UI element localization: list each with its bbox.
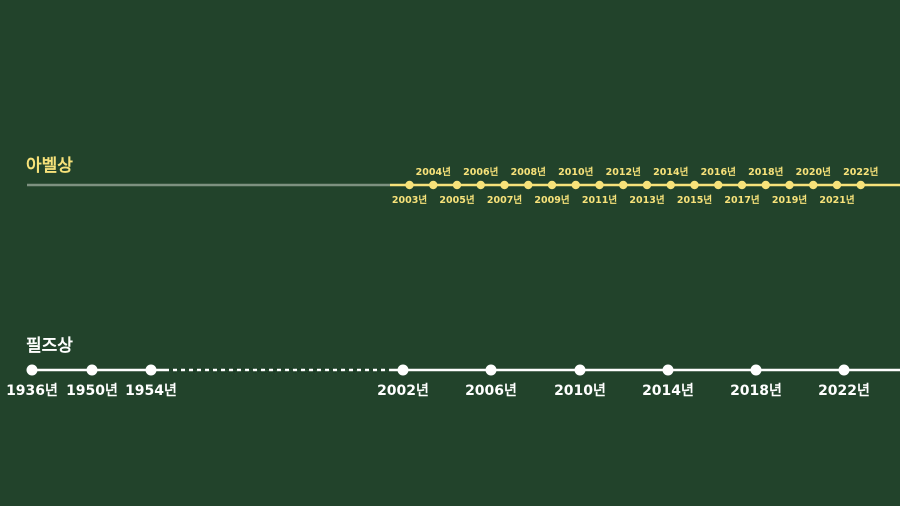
abel-year-dot <box>785 180 794 190</box>
abel-year-label: 2007년 <box>487 194 522 206</box>
abel-year-label: 2015년 <box>677 194 712 206</box>
fields-year-dot <box>838 364 850 376</box>
fields-year-dot <box>397 364 409 376</box>
abel-year-label: 2011년 <box>582 194 617 206</box>
abel-year-label: 2020년 <box>796 166 831 178</box>
fields-year-dot <box>662 364 674 376</box>
fields-year-dot <box>145 364 157 376</box>
abel-year-label: 2010년 <box>558 166 593 178</box>
abel-year-label: 2004년 <box>416 166 451 178</box>
fields-year-label: 1936년 <box>6 383 58 399</box>
fields-year-dot <box>86 364 98 376</box>
abel-year-dot <box>405 180 414 190</box>
abel-year-dot <box>642 180 652 190</box>
fields-medal-title: 필즈상 <box>26 336 73 356</box>
abel-year-dot <box>476 180 485 190</box>
fields-year-label: 2022년 <box>818 383 870 399</box>
abel-year-dot <box>690 180 699 190</box>
abel-year-dot <box>856 180 865 190</box>
abel-year-label: 2008년 <box>511 166 546 178</box>
abel-year-dot <box>547 180 557 190</box>
fields-year-label: 2014년 <box>642 383 694 399</box>
fields-year-label: 1950년 <box>66 383 118 399</box>
abel-year-dot <box>595 180 604 190</box>
abel-year-dot <box>737 180 747 190</box>
abel-year-dot <box>524 180 533 190</box>
fields-year-dot <box>750 364 762 376</box>
fields-year-label: 2010년 <box>554 383 606 399</box>
fields-year-markers: 1936년 1950년 1954년 2002년 2006년 2010년 2014년 2018년… <box>6 364 870 399</box>
abel-year-label: 2009년 <box>534 194 569 206</box>
abel-year-dot <box>809 180 818 190</box>
fields-year-dot <box>485 364 497 376</box>
abel-year-label: 2017년 <box>724 194 759 206</box>
abel-year-label: 2013년 <box>629 194 664 206</box>
abel-year-dot <box>429 180 438 190</box>
abel-year-label: 2022년 <box>843 166 878 178</box>
abel-year-label: 2005년 <box>439 194 474 206</box>
abel-year-label: 2021년 <box>819 194 854 206</box>
abel-year-label: 2012년 <box>606 166 641 178</box>
abel-year-dot <box>832 180 842 190</box>
fields-year-label: 2018년 <box>730 383 782 399</box>
abel-year-label: 2018년 <box>748 166 783 178</box>
fields-year-label: 1954년 <box>125 383 177 399</box>
abel-year-dot <box>666 180 675 190</box>
abel-year-label: 2014년 <box>653 166 688 178</box>
abel-year-dot <box>714 180 723 190</box>
abel-year-dot <box>619 180 628 190</box>
abel-year-label: 2006년 <box>463 166 498 178</box>
abel-year-dot <box>452 180 462 190</box>
fields-year-label: 2002년 <box>377 383 429 399</box>
abel-prize-title: 아벨상 <box>26 156 73 176</box>
fields-year-label: 2006년 <box>465 383 517 399</box>
fields-year-dot <box>574 364 586 376</box>
fields-year-dot <box>26 364 38 376</box>
abel-year-dot <box>571 180 580 190</box>
abel-year-label: 2019년 <box>772 194 807 206</box>
abel-year-markers: 2003년 2004년 2005년 2006년 2007년 2008년 2009년 2010년… <box>392 166 878 206</box>
abel-year-dot <box>761 180 770 190</box>
abel-year-label: 2003년 <box>392 194 427 206</box>
abel-year-label: 2016년 <box>701 166 736 178</box>
abel-year-dot <box>500 180 509 190</box>
